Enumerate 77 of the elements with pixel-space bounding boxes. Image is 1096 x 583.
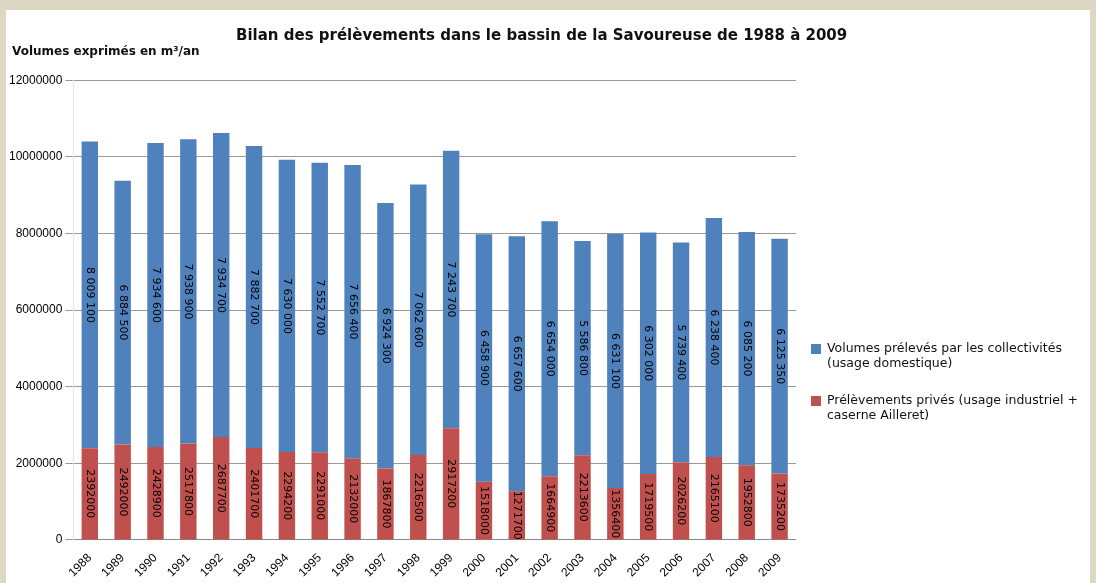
bar	[639, 232, 657, 475]
data-label: 2165100	[708, 473, 722, 523]
y-tick-label: 6000000	[15, 302, 63, 317]
data-label: 7 934 600	[149, 266, 163, 323]
data-label: 6 458 900	[478, 330, 492, 387]
y-tick-label: 2000000	[15, 455, 63, 470]
data-label: 6 657 600	[510, 335, 524, 392]
data-label: 6 654 000	[543, 320, 557, 377]
bar	[147, 142, 164, 447]
data-label: 2392000	[83, 469, 97, 519]
y-tick-label: 12000000	[9, 72, 63, 87]
bar	[81, 141, 99, 449]
bar	[278, 159, 296, 453]
bar	[442, 150, 460, 429]
y-tick-label: 10000000	[9, 149, 63, 164]
bar	[410, 184, 427, 456]
data-label: 7 552 700	[313, 279, 327, 336]
bar	[311, 162, 328, 453]
bar	[574, 241, 591, 456]
data-label: 2132000	[346, 474, 360, 524]
bar	[607, 233, 624, 488]
chart-title: Bilan des prélèvements dans le bassin de la Savoureuse de 1988 à 2009	[236, 26, 848, 44]
data-label: 2687700	[215, 463, 229, 513]
data-label: 7 630 000	[281, 277, 295, 334]
y-axis-title: Volumes exprimés en m³/an	[12, 44, 200, 58]
y-tick-label: 4000000	[15, 379, 63, 394]
data-label: 2213600	[576, 472, 590, 522]
data-label: 1664900	[543, 483, 557, 533]
data-label: 2216500	[412, 472, 426, 522]
data-label: 2026200	[675, 476, 689, 526]
data-label: 8 009 100	[83, 266, 97, 323]
bar	[245, 145, 263, 448]
data-label: 2428900	[149, 468, 163, 518]
data-label: 1735200	[773, 481, 787, 531]
data-label: 6 631 100	[609, 332, 623, 389]
data-label: 6 302 000	[642, 325, 656, 382]
bar	[738, 231, 755, 466]
data-label: 2917200	[445, 459, 459, 509]
data-label: 1952800	[740, 477, 754, 527]
bar	[508, 236, 526, 492]
y-tick-label: 0	[55, 532, 63, 547]
data-label: 2291000	[313, 471, 327, 521]
data-label: 7 062 600	[412, 291, 426, 348]
data-label: 6 085 200	[740, 320, 754, 377]
legend-label: Prélèvements privés (usage industriel + caserne Ailleret)	[827, 392, 1079, 422]
data-label: 2294200	[281, 471, 295, 521]
legend-label: Volumes prélevés par les collectivités (usage domestique)	[827, 340, 1063, 370]
data-label: 7 656 400	[346, 283, 360, 340]
data-label: 1518000	[478, 486, 492, 536]
bar	[377, 203, 394, 469]
bar	[344, 164, 361, 459]
data-label: 7 243 700	[445, 261, 459, 318]
data-label: 7 938 900	[182, 263, 196, 320]
y-tick-label: 8000000	[15, 225, 63, 240]
data-label: 6 924 300	[379, 307, 393, 364]
data-label: 1356400	[609, 489, 623, 539]
data-label: 5 586 800	[576, 320, 590, 377]
bar	[771, 238, 788, 474]
data-label: 1271700	[510, 490, 524, 540]
bar	[541, 221, 558, 477]
data-label: 7 934 700	[215, 256, 229, 313]
data-label: 6 125 350	[773, 328, 787, 385]
data-label: 7 882 700	[248, 268, 262, 325]
bar	[180, 139, 197, 444]
bar	[114, 180, 131, 445]
bar	[475, 234, 493, 482]
data-label: 6 238 400	[708, 309, 722, 366]
data-label: 2517800	[182, 466, 196, 516]
bar	[705, 217, 723, 457]
data-label: 1867800	[379, 479, 393, 529]
data-label: 2401700	[248, 469, 262, 519]
data-label: 2492000	[116, 467, 130, 517]
bar	[672, 242, 690, 463]
data-label: 5 739 400	[675, 324, 689, 381]
bar	[212, 132, 230, 437]
data-label: 1719500	[642, 482, 656, 532]
data-label: 6 884 500	[116, 284, 130, 341]
